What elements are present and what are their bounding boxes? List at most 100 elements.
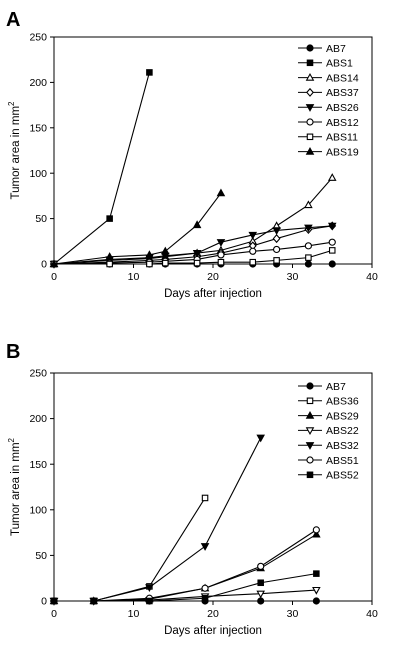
data-point-abs11 (217, 258, 225, 266)
data-point-abs14 (304, 200, 313, 209)
legend-label: ABS26 (326, 102, 359, 114)
data-point-abs14 (327, 173, 337, 181)
x-tick-label: 0 (51, 608, 57, 620)
x-tick-label: 30 (287, 271, 299, 283)
data-point-abs26 (248, 231, 258, 240)
data-point-abs37 (272, 234, 281, 244)
data-point-abs19 (49, 259, 59, 268)
legend-marker (305, 146, 315, 155)
legend-entry-abs52: ABS52 (298, 470, 359, 482)
data-point-abs51 (201, 584, 209, 592)
legend-marker (305, 410, 315, 419)
series-line-abs19 (53, 192, 222, 265)
legend-entry-ab7: AB7 (298, 381, 346, 393)
x-tick-label: 20 (207, 608, 219, 620)
legend-marker (306, 87, 314, 97)
y-tick-label: 250 (29, 32, 47, 44)
legend-marker (306, 59, 314, 67)
data-point-abs52 (257, 579, 264, 587)
y-tick-label: 50 (35, 550, 47, 562)
data-point-abs1 (106, 215, 113, 222)
legend-label: ABS11 (326, 132, 358, 144)
data-point-abs11 (106, 260, 113, 268)
data-point-abs11 (249, 258, 257, 266)
y-axis-title: Tumor area in mm2 (7, 101, 22, 200)
plot-frame (53, 36, 373, 265)
series-line-abs52 (54, 573, 317, 602)
legend-entry-abs26: ABS26 (298, 102, 359, 114)
data-point-abs36 (201, 494, 209, 502)
series-line-abs26 (53, 225, 333, 265)
legend-marker (306, 44, 314, 52)
data-point-abs19 (105, 252, 114, 260)
x-tick-label: 10 (128, 608, 140, 620)
data-point-abs26 (192, 249, 202, 258)
data-point-abs11 (193, 259, 201, 267)
series-abs19 (49, 188, 226, 268)
panel-label: A (6, 9, 20, 31)
legend-marker (305, 427, 315, 436)
series-line-abs14 (53, 177, 333, 265)
y-tick-label: 200 (29, 413, 47, 425)
legend-entry-ab7: AB7 (298, 43, 346, 55)
legend-entry-abs12: ABS12 (298, 117, 359, 129)
y-tick-label: 0 (41, 596, 47, 608)
legend-label: ABS12 (326, 117, 359, 129)
legend-entry-abs36: ABS36 (298, 396, 359, 408)
data-point-abs32 (256, 434, 265, 443)
y-tick-label: 0 (41, 259, 47, 271)
data-point-ab7 (304, 260, 312, 268)
data-point-abs11 (273, 257, 280, 264)
data-point-abs12 (249, 247, 257, 255)
x-tick-label: 40 (366, 271, 378, 283)
y-tick-label: 100 (29, 168, 47, 180)
series-abs52 (50, 570, 320, 605)
legend-label: ABS19 (326, 146, 359, 158)
x-tick-label: 40 (366, 608, 378, 620)
data-point-abs12 (273, 245, 281, 254)
data-point-abs11 (305, 254, 312, 261)
y-axis-title-text: Tumor area in mm (10, 442, 22, 536)
legend-entry-abs32: ABS32 (298, 440, 359, 452)
x-tick-label: 10 (128, 271, 140, 283)
legend-entry-abs29: ABS29 (298, 410, 359, 422)
x-tick-label: 20 (207, 271, 219, 283)
data-point-abs19 (192, 220, 202, 229)
legend-label: AB7 (326, 381, 346, 393)
data-point-abs12 (328, 238, 336, 246)
data-point-abs32 (145, 584, 154, 592)
legend-marker (306, 456, 314, 464)
y-tick-label: 250 (29, 368, 47, 380)
legend-label: ABS51 (326, 455, 359, 467)
data-point-abs22 (256, 590, 265, 599)
data-point-abs19 (161, 246, 170, 255)
legend-marker (306, 382, 314, 390)
legend-label: ABS36 (326, 396, 359, 408)
y-axis-title-superscript: 2 (7, 437, 16, 442)
data-point-abs11 (146, 260, 153, 268)
data-point-abs19 (216, 188, 226, 197)
data-point-abs52 (313, 570, 320, 577)
panel-label: B (6, 341, 20, 363)
legend-label: ABS22 (326, 425, 359, 437)
y-tick-label: 200 (29, 77, 47, 89)
y-axis-title-superscript: 2 (7, 101, 16, 106)
x-tick-label: 0 (51, 271, 57, 283)
x-axis-title: Days after injection (164, 625, 262, 637)
legend-marker (305, 104, 315, 112)
legend-entry-abs51: ABS51 (298, 455, 359, 467)
data-point-abs12 (217, 251, 225, 259)
data-point-abs52 (90, 597, 98, 605)
series-line-abs37 (53, 225, 333, 265)
data-point-abs1 (146, 69, 153, 76)
data-point-ab7 (257, 597, 265, 605)
y-tick-label: 150 (29, 459, 47, 471)
chart-panel-a: A 0 10 20 30 40 0 50 100 150 200 250 Days after inje… (6, 9, 378, 300)
legend-label: ABS52 (326, 470, 359, 482)
series-abs1 (50, 69, 153, 268)
legend-entry-abs19: ABS19 (298, 146, 359, 158)
y-axis-title: Tumor area in mm2 (7, 437, 22, 536)
y-tick-label: 100 (29, 504, 47, 516)
data-point-ab7 (328, 260, 336, 268)
legend-label: ABS37 (326, 87, 359, 99)
